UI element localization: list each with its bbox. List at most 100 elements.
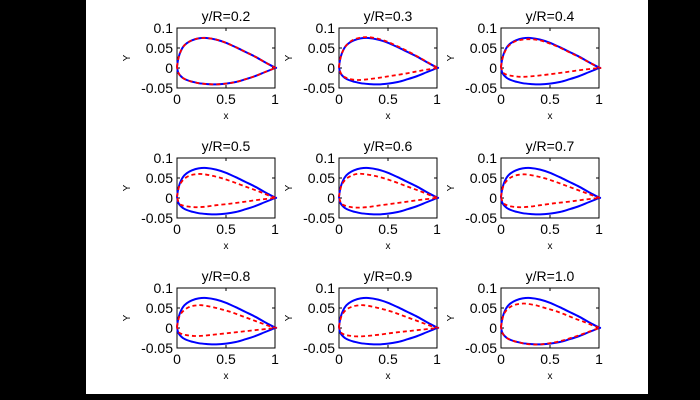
y-tick-label: 0.05	[146, 300, 173, 316]
y-axis-label: Y	[284, 184, 295, 191]
y-tick-label: 0.05	[470, 170, 497, 186]
y-axis-label: Y	[122, 184, 133, 191]
y-tick-label: -0.05	[303, 80, 335, 96]
x-tick-label: 0	[497, 91, 505, 107]
x-tick-label: 1	[433, 351, 441, 367]
y-tick-label: 0.1	[154, 280, 174, 296]
y-axis-label: Y	[122, 54, 133, 61]
x-tick-label: 0.5	[378, 351, 398, 367]
y-tick-label: 0.05	[308, 40, 335, 56]
x-tick-label: 1	[595, 351, 603, 367]
x-tick-label: 0.5	[216, 221, 236, 237]
subplot-title: y/R=0.6	[364, 138, 413, 154]
x-axis-label: x	[548, 371, 553, 382]
y-tick-label: -0.05	[465, 210, 497, 226]
blue-solid-curve	[499, 166, 602, 216]
y-tick-label: 0	[327, 190, 335, 206]
y-axis-label: Y	[122, 314, 133, 321]
red-dashed-curve	[338, 304, 440, 338]
y-tick-label: 0.1	[154, 20, 174, 36]
subplot-title: y/R=1.0	[526, 268, 575, 284]
y-tick-label: 0.1	[478, 20, 498, 36]
x-tick-label: 1	[433, 221, 441, 237]
x-axis-label: x	[224, 371, 229, 382]
y-tick-label: 0.05	[470, 40, 497, 56]
blue-solid-curve	[175, 166, 278, 216]
red-dashed-curve	[500, 302, 601, 346]
red-dashed-curve	[338, 36, 440, 81]
y-tick-label: 0.05	[308, 300, 335, 316]
red-dashed-curve	[176, 304, 278, 337]
y-tick-label: 0.1	[154, 150, 174, 166]
red-dashed-curve	[176, 37, 278, 86]
y-tick-label: -0.05	[303, 340, 335, 356]
x-tick-label: 0.5	[540, 91, 560, 107]
x-tick-label: 0	[335, 351, 343, 367]
x-tick-label: 0.5	[378, 91, 398, 107]
x-tick-label: 0.5	[540, 351, 560, 367]
blue-solid-curve	[337, 166, 440, 216]
y-tick-label: 0	[489, 320, 497, 336]
x-axis-label: x	[224, 111, 229, 122]
y-tick-label: -0.05	[141, 340, 173, 356]
red-dashed-curve	[176, 173, 278, 209]
y-tick-label: 0	[165, 320, 173, 336]
y-tick-label: 0.05	[308, 170, 335, 186]
y-tick-label: 0.1	[478, 150, 498, 166]
y-tick-label: 0.1	[478, 280, 498, 296]
y-tick-label: 0.1	[316, 20, 336, 36]
y-tick-label: 0	[327, 320, 335, 336]
y-tick-label: 0	[489, 60, 497, 76]
red-dashed-curve	[500, 173, 602, 209]
y-tick-label: 0.05	[146, 170, 173, 186]
subplot-title: y/R=0.3	[364, 8, 413, 24]
x-tick-label: 0	[173, 221, 181, 237]
x-axis-label: x	[548, 241, 553, 252]
y-tick-label: 0	[165, 60, 173, 76]
x-tick-label: 0	[335, 221, 343, 237]
x-tick-label: 0	[497, 351, 505, 367]
y-tick-label: -0.05	[303, 210, 335, 226]
y-tick-label: 0.05	[146, 40, 173, 56]
x-tick-label: 0	[173, 351, 181, 367]
y-tick-label: -0.05	[141, 80, 173, 96]
x-tick-label: 1	[271, 351, 279, 367]
y-axis-label: Y	[446, 184, 457, 191]
subplot-title: y/R=0.2	[202, 8, 251, 24]
subplot-title: y/R=0.4	[526, 8, 575, 24]
x-tick-label: 1	[595, 221, 603, 237]
x-tick-label: 0	[497, 221, 505, 237]
x-axis-label: x	[548, 111, 553, 122]
x-tick-label: 0.5	[216, 351, 236, 367]
y-tick-label: 0	[327, 60, 335, 76]
x-axis-label: x	[386, 241, 391, 252]
subplot-title: y/R=0.9	[364, 268, 413, 284]
subplot-title: y/R=0.7	[526, 138, 575, 154]
subplot-title: y/R=0.5	[202, 138, 251, 154]
x-tick-label: 1	[271, 91, 279, 107]
x-tick-label: 1	[433, 91, 441, 107]
x-tick-label: 0	[335, 91, 343, 107]
x-tick-label: 1	[595, 91, 603, 107]
x-axis-label: x	[224, 241, 229, 252]
y-tick-label: -0.05	[465, 340, 497, 356]
x-axis-label: x	[386, 371, 391, 382]
x-tick-label: 0.5	[540, 221, 560, 237]
x-tick-label: 0	[173, 91, 181, 107]
y-tick-label: 0.1	[316, 280, 336, 296]
y-tick-label: -0.05	[141, 210, 173, 226]
x-tick-label: 0.5	[216, 91, 236, 107]
red-dashed-curve	[338, 172, 440, 209]
y-tick-label: 0.05	[470, 300, 497, 316]
